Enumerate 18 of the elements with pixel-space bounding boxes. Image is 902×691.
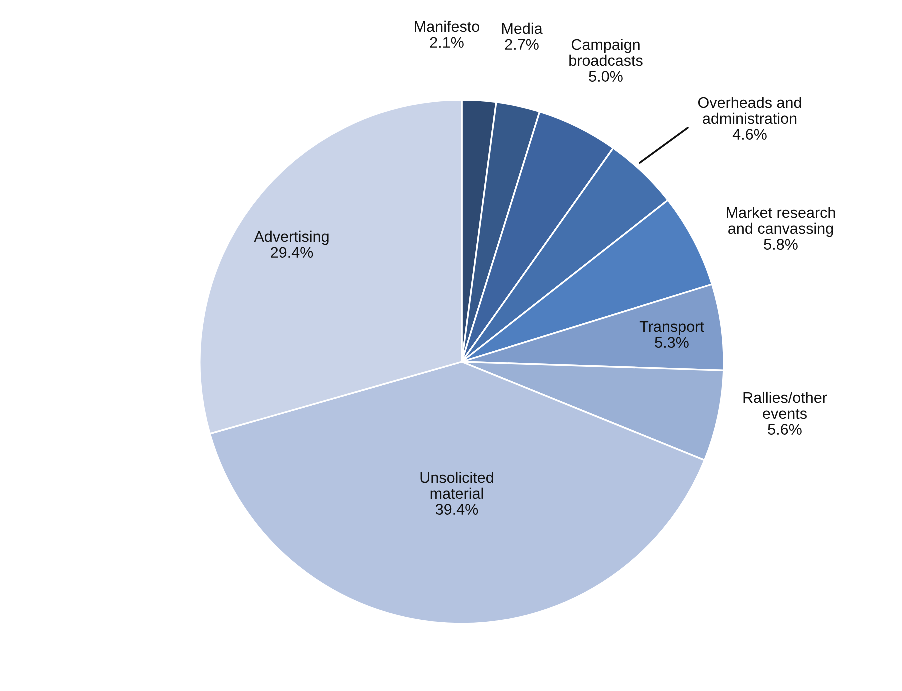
- data-label: 29.4%: [271, 247, 314, 258]
- slice-label: Media: [502, 22, 543, 34]
- slice-label: Rallies/other events: [744, 392, 828, 420]
- data-label: 4.6%: [732, 129, 767, 140]
- slice-label: Campaign broadcasts: [570, 38, 643, 66]
- slice-label: Overheads and administration: [698, 96, 802, 124]
- slice-label: Market research and canvassing: [727, 206, 836, 238]
- data-label: 39.4%: [436, 504, 478, 516]
- data-label: 2.1%: [430, 37, 464, 48]
- data-label: 5.8%: [764, 239, 798, 250]
- slice-label: Transport: [640, 321, 704, 336]
- data-label: 5.0%: [589, 71, 623, 82]
- slice-label: Advertising: [254, 230, 329, 246]
- data-label: 5.6%: [768, 424, 802, 436]
- data-label: 5.3%: [655, 337, 689, 348]
- slice-label: Unsolicited material: [420, 472, 494, 500]
- slice-label: Manifesto: [415, 20, 480, 32]
- data-label: 2.7%: [505, 39, 539, 50]
